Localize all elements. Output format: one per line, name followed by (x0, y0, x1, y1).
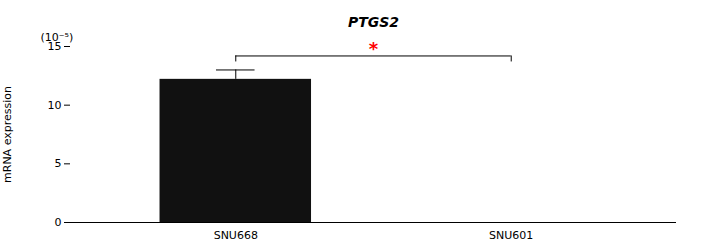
svg-text:SNU601: SNU601 (489, 229, 533, 242)
svg-text:0: 0 (55, 216, 62, 229)
svg-text:15: 15 (47, 40, 62, 53)
svg-text:*: * (369, 38, 379, 59)
svg-text:PTGS2: PTGS2 (348, 14, 399, 30)
svg-text:(10⁻⁵): (10⁻⁵) (41, 31, 74, 44)
svg-text:SNU668: SNU668 (214, 229, 258, 242)
svg-text:mRNA expression: mRNA expression (1, 86, 14, 183)
svg-text:10: 10 (48, 99, 62, 112)
svg-text:5: 5 (55, 157, 62, 170)
